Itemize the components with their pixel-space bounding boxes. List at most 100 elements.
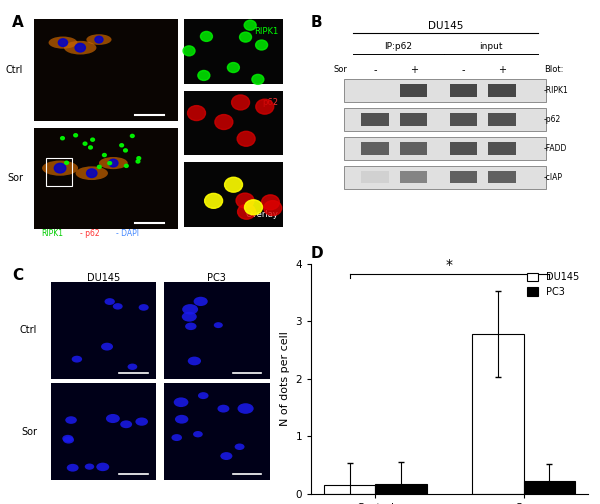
Ellipse shape xyxy=(193,431,203,437)
Circle shape xyxy=(237,132,255,146)
Ellipse shape xyxy=(113,303,122,309)
Text: Ctrl: Ctrl xyxy=(20,326,37,335)
Circle shape xyxy=(236,193,254,208)
Circle shape xyxy=(239,32,251,42)
Circle shape xyxy=(89,146,92,149)
Text: Sor: Sor xyxy=(21,427,37,436)
Ellipse shape xyxy=(194,297,208,306)
Bar xyxy=(46,158,71,186)
Ellipse shape xyxy=(136,417,148,426)
Bar xyxy=(376,483,427,494)
Circle shape xyxy=(198,71,210,81)
Text: - p62: - p62 xyxy=(80,229,100,238)
Bar xyxy=(344,79,547,102)
Circle shape xyxy=(256,40,268,50)
Text: C: C xyxy=(12,268,23,283)
Bar xyxy=(34,19,178,120)
Bar xyxy=(488,171,516,183)
Ellipse shape xyxy=(182,312,197,322)
Text: RIPK1: RIPK1 xyxy=(41,229,64,238)
Circle shape xyxy=(109,159,118,167)
Bar xyxy=(344,108,547,131)
Text: RIPK1: RIPK1 xyxy=(254,27,278,36)
Circle shape xyxy=(103,154,106,157)
Ellipse shape xyxy=(62,435,73,442)
Ellipse shape xyxy=(106,414,120,423)
Text: +: + xyxy=(498,65,506,75)
Ellipse shape xyxy=(120,420,132,428)
Circle shape xyxy=(137,157,140,160)
Circle shape xyxy=(120,144,124,147)
Ellipse shape xyxy=(220,452,232,460)
Circle shape xyxy=(227,62,239,73)
Text: DU145: DU145 xyxy=(428,21,463,31)
Bar xyxy=(449,84,477,97)
Circle shape xyxy=(200,31,212,41)
Bar xyxy=(184,91,283,155)
Circle shape xyxy=(224,177,242,192)
Text: - DAPI: - DAPI xyxy=(116,229,139,238)
Circle shape xyxy=(86,169,97,177)
Text: A: A xyxy=(12,15,24,30)
Legend: DU145, PC3: DU145, PC3 xyxy=(523,269,583,301)
Circle shape xyxy=(124,149,127,152)
Ellipse shape xyxy=(65,416,77,424)
Circle shape xyxy=(183,46,195,56)
Text: -FADD: -FADD xyxy=(544,144,567,153)
Ellipse shape xyxy=(64,41,97,54)
Bar xyxy=(472,334,524,494)
Circle shape xyxy=(264,201,282,216)
Ellipse shape xyxy=(67,464,79,472)
Bar xyxy=(344,166,547,188)
Circle shape xyxy=(95,36,103,43)
Text: p62: p62 xyxy=(262,98,278,107)
Text: -cIAP: -cIAP xyxy=(544,172,563,181)
Bar xyxy=(51,384,156,480)
Bar xyxy=(361,84,389,97)
Text: Ctrl: Ctrl xyxy=(6,65,23,75)
Ellipse shape xyxy=(99,157,128,169)
Bar xyxy=(51,282,156,379)
Bar xyxy=(323,485,376,494)
Bar xyxy=(164,282,269,379)
Ellipse shape xyxy=(85,464,94,470)
Bar xyxy=(361,171,389,183)
Ellipse shape xyxy=(214,322,223,328)
Ellipse shape xyxy=(49,36,77,49)
Ellipse shape xyxy=(238,403,254,414)
Circle shape xyxy=(244,20,256,30)
Circle shape xyxy=(262,195,280,210)
Bar xyxy=(164,384,269,480)
Text: input: input xyxy=(479,42,503,51)
Text: Sor: Sor xyxy=(333,66,347,75)
Text: PC3: PC3 xyxy=(208,273,226,283)
Circle shape xyxy=(108,162,112,165)
Text: +: + xyxy=(410,65,418,75)
Text: DU145: DU145 xyxy=(87,273,120,283)
Circle shape xyxy=(215,114,233,130)
Bar xyxy=(400,171,427,183)
Circle shape xyxy=(124,164,128,167)
Text: *: * xyxy=(446,258,453,272)
Text: -RIPK1: -RIPK1 xyxy=(544,86,568,95)
Ellipse shape xyxy=(182,304,198,314)
Ellipse shape xyxy=(128,363,137,370)
Bar xyxy=(400,84,427,97)
Text: B: B xyxy=(311,15,323,30)
Y-axis label: N of dots per cell: N of dots per cell xyxy=(280,331,290,426)
Ellipse shape xyxy=(188,357,201,365)
Ellipse shape xyxy=(104,298,115,305)
Text: Overlay: Overlay xyxy=(245,210,278,219)
Circle shape xyxy=(130,135,134,138)
Circle shape xyxy=(91,138,94,141)
Circle shape xyxy=(65,161,68,164)
Circle shape xyxy=(136,160,140,163)
Ellipse shape xyxy=(172,434,182,441)
Bar xyxy=(400,142,427,155)
Circle shape xyxy=(232,95,250,110)
Circle shape xyxy=(74,134,77,137)
Bar xyxy=(449,142,477,155)
Ellipse shape xyxy=(76,166,108,180)
Circle shape xyxy=(83,142,87,145)
Text: D: D xyxy=(311,246,324,261)
